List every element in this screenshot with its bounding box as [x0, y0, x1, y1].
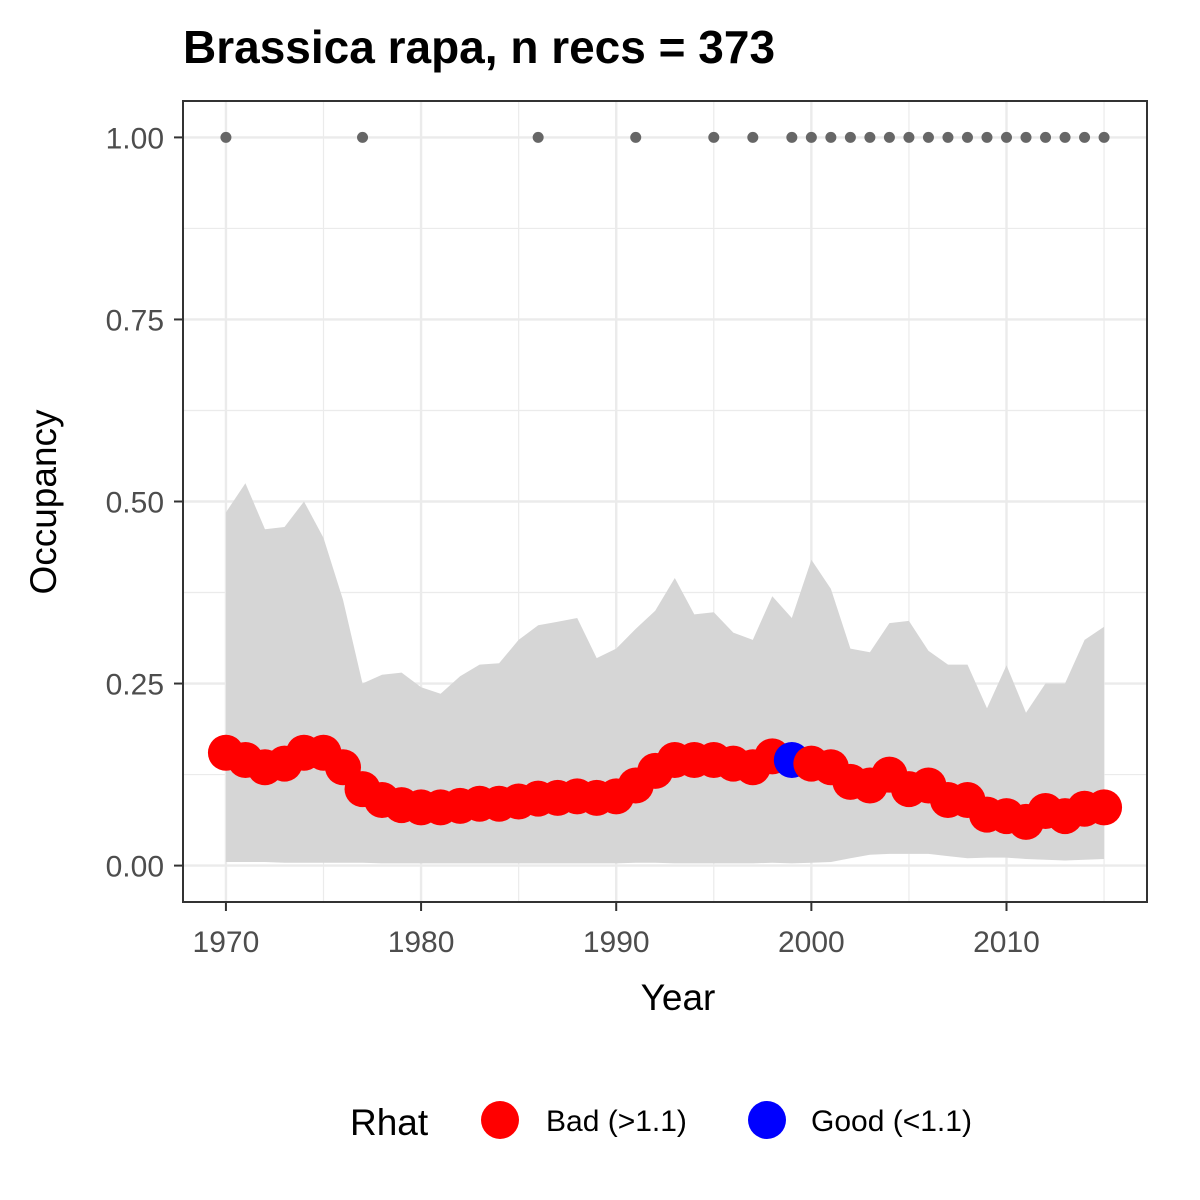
chart-title: Brassica rapa, n recs = 373	[183, 21, 775, 73]
record-point	[903, 131, 915, 143]
record-point	[708, 131, 720, 143]
record-point	[1098, 131, 1110, 143]
record-point	[825, 131, 837, 143]
record-point	[1000, 131, 1012, 143]
record-point	[883, 131, 895, 143]
legend-key-good	[748, 1101, 786, 1139]
x-tick-label: 1990	[583, 926, 650, 959]
record-point	[1059, 131, 1071, 143]
y-axis: 0.00 0.25 0.50 0.75 1.00	[106, 122, 183, 884]
record-point	[786, 131, 798, 143]
x-tick-label: 1970	[193, 926, 260, 959]
legend-title: Rhat	[350, 1102, 429, 1143]
record-point	[864, 131, 876, 143]
legend: Rhat Bad (>1.1) Good (<1.1)	[350, 1101, 972, 1143]
y-tick-label: 0.00	[106, 851, 164, 884]
x-axis: 1970 1980 1990 2000 2010	[193, 902, 1040, 959]
legend-label-good: Good (<1.1)	[811, 1105, 972, 1138]
x-tick-label: 2010	[973, 926, 1040, 959]
record-point	[220, 131, 232, 143]
record-point	[844, 131, 856, 143]
record-point	[1040, 131, 1052, 143]
x-tick-label: 2000	[778, 926, 845, 959]
legend-label-bad: Bad (>1.1)	[546, 1105, 687, 1138]
record-point	[805, 131, 817, 143]
y-tick-label: 0.75	[106, 304, 164, 337]
y-tick-label: 1.00	[106, 122, 164, 155]
record-point	[961, 131, 973, 143]
y-tick-label: 0.25	[106, 669, 164, 702]
occupancy-point-bad	[1086, 789, 1123, 826]
record-point	[357, 131, 369, 143]
record-point	[1079, 131, 1091, 143]
record-point	[747, 131, 759, 143]
record-point	[922, 131, 934, 143]
x-tick-label: 1980	[388, 926, 455, 959]
occupancy-points	[207, 734, 1123, 840]
x-axis-title: Year	[641, 977, 716, 1018]
record-point	[942, 131, 954, 143]
y-axis-title: Occupancy	[23, 409, 64, 595]
record-point	[630, 131, 642, 143]
record-point	[532, 131, 544, 143]
record-point	[1020, 131, 1032, 143]
record-point	[981, 131, 993, 143]
legend-key-bad	[481, 1101, 519, 1139]
y-tick-label: 0.50	[106, 487, 164, 520]
record-points	[220, 131, 1110, 143]
